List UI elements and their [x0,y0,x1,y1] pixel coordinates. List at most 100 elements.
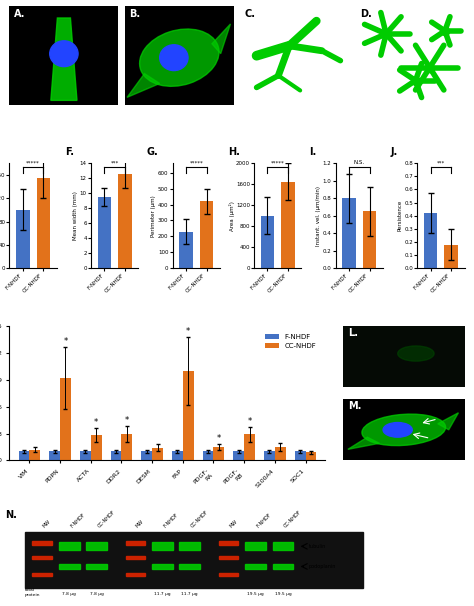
Circle shape [50,41,78,67]
Text: A.: A. [14,9,25,19]
Ellipse shape [398,346,434,361]
Bar [29,450,40,461]
Text: F-NHDF: F-NHDF [69,512,86,529]
Bar [152,542,173,550]
Text: *****: ***** [271,160,285,165]
Bar [118,175,132,268]
Bar [16,210,29,268]
Text: *: * [94,418,98,427]
Text: CC-NHDF: CC-NHDF [283,510,302,529]
Text: J.: J. [391,147,398,158]
Text: I.: I. [310,147,317,158]
Text: G.: G. [146,147,158,158]
Bar [282,182,295,268]
Text: 11.7 μg: 11.7 μg [154,592,171,596]
Text: B.: B. [129,9,140,19]
Bar [213,447,224,461]
Legend: F-NHDF, CC-NHDF: F-NHDF, CC-NHDF [262,331,319,352]
Bar [111,451,121,461]
Bar [295,451,306,461]
Text: D.: D. [360,9,372,19]
Bar [183,371,193,461]
Y-axis label: Persistence: Persistence [398,200,403,231]
Bar [245,542,266,550]
Y-axis label: Mean width (mm): Mean width (mm) [73,191,79,240]
Bar [141,451,152,461]
Text: F.: F. [65,147,74,158]
Bar [363,211,376,268]
Bar [342,198,356,268]
Bar [91,435,101,461]
Bar [273,564,293,569]
Bar [18,451,29,461]
Bar [273,542,293,550]
Text: 7.8 μg: 7.8 μg [90,592,103,596]
Circle shape [383,422,412,437]
Text: CC-NHDF: CC-NHDF [97,510,116,529]
Text: 11.7 μg: 11.7 μg [182,592,198,596]
Bar [179,542,200,550]
Text: *****: ***** [189,160,203,165]
Bar [245,564,266,569]
Polygon shape [51,18,77,101]
Bar [59,564,80,569]
Text: *: * [64,336,68,345]
Bar [126,556,145,559]
Text: 19.5 μg: 19.5 μg [247,592,264,596]
Text: 50: 50 [15,545,22,550]
Text: 7.8 μg: 7.8 μg [63,592,76,596]
Bar [306,452,316,461]
Text: *: * [247,417,252,426]
Bar [60,378,71,461]
Text: ***: *** [437,160,445,165]
Bar [445,245,458,268]
Bar [152,564,173,569]
Bar [152,448,163,461]
Polygon shape [212,24,230,54]
Bar [80,451,91,461]
Bar [25,532,363,588]
Text: MW: MW [135,519,145,529]
Bar [219,573,238,576]
Bar [424,213,437,268]
Text: *: * [125,416,129,425]
Bar [172,451,183,461]
Text: N.S.: N.S. [354,160,365,165]
Text: 35: 35 [15,564,22,569]
Text: CC-NHDF: CC-NHDF [190,510,209,529]
Bar [86,564,107,569]
Bar [275,447,286,461]
Bar [121,435,132,461]
Polygon shape [438,413,458,430]
Ellipse shape [140,29,219,86]
Bar [86,542,107,550]
Bar [203,451,213,461]
Text: ***: *** [110,160,119,165]
Bar [264,451,275,461]
Bar [98,197,111,268]
Bar [219,556,238,559]
Text: N.: N. [5,510,17,520]
Y-axis label: Instant. vel. (μm/min): Instant. vel. (μm/min) [316,185,321,245]
Text: H.: H. [228,147,240,158]
Polygon shape [348,437,380,450]
Bar [49,451,60,461]
Text: M.: M. [348,401,361,411]
Bar [179,564,200,569]
Text: *: * [217,434,221,443]
Bar [219,541,238,545]
Bar [244,435,255,461]
Text: total
protein: total protein [25,588,40,597]
Polygon shape [127,73,160,98]
Bar [200,201,213,268]
Bar [32,556,52,559]
Bar [233,451,244,461]
Bar [126,541,145,545]
Bar [179,231,192,268]
Text: kDa: kDa [13,538,22,542]
Text: *: * [186,327,191,336]
Bar [126,573,145,576]
Bar [59,542,80,550]
Text: MW: MW [42,519,52,529]
Circle shape [160,45,188,70]
